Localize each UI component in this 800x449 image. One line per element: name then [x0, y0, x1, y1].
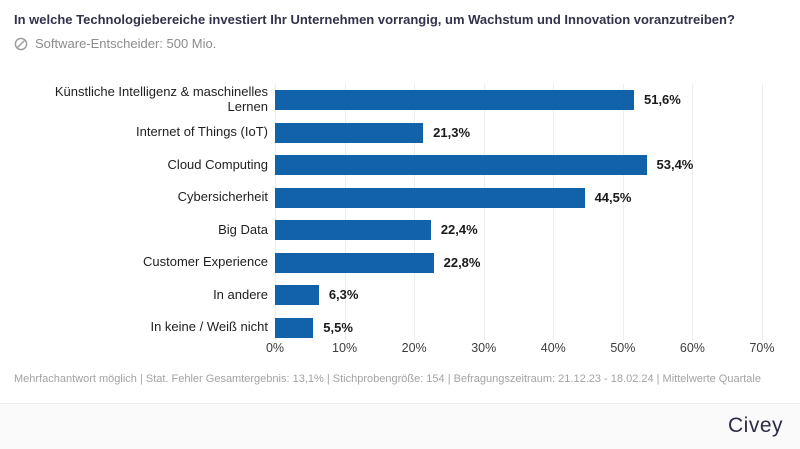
- bar: [275, 90, 634, 110]
- grid-line: [622, 84, 624, 340]
- bar: [275, 220, 431, 240]
- bar: [275, 317, 314, 338]
- bar-row: Internet of Things (IoT) 21,3%: [0, 117, 800, 149]
- x-axis: 0% 10% 20% 30% 40% 50% 60% 70%: [266, 341, 775, 357]
- value-label: 21,3%: [433, 124, 471, 140]
- category-label: Künstliche Intelligenz & maschinelles Le…: [54, 84, 268, 114]
- x-tick-label: 50%: [610, 341, 636, 355]
- bar: [275, 155, 647, 175]
- x-tick-label: 70%: [749, 341, 775, 355]
- value-label: 5,5%: [323, 319, 353, 335]
- x-tick-label: 30%: [471, 341, 497, 355]
- brand-logo: Civey: [727, 414, 783, 437]
- grid-line: [553, 84, 555, 340]
- category-label: Internet of Things (IoT): [136, 124, 268, 140]
- grid-line: [414, 84, 416, 340]
- plot-area: [275, 84, 763, 340]
- x-tick-label: 10%: [332, 341, 358, 355]
- bar-row: Künstliche Intelligenz & maschinelles Le…: [0, 84, 800, 116]
- category-label: Customer Experience: [143, 254, 268, 270]
- bar-row: Big Data 22,4%: [0, 214, 800, 246]
- grid-line: [692, 84, 694, 340]
- bar-row: In keine / Weiß nicht 5,5%: [0, 312, 800, 344]
- category-label: In keine / Weiß nicht: [150, 319, 268, 335]
- x-tick-label: 20%: [401, 341, 427, 355]
- bar: [275, 187, 585, 208]
- value-label: 22,8%: [443, 254, 481, 270]
- category-label: Cloud Computing: [167, 156, 268, 172]
- value-label: 6,3%: [328, 287, 359, 302]
- grid-line: [344, 84, 346, 340]
- circle-slash-icon: [14, 37, 28, 51]
- value-label: 51,6%: [643, 92, 681, 107]
- grid-line: [275, 84, 276, 340]
- footer-strip: Civey: [0, 403, 800, 449]
- category-label: Cybersicherheit: [177, 189, 268, 205]
- bar-row: Cybersicherheit 44,5%: [0, 182, 800, 214]
- category-label: In andere: [213, 286, 268, 302]
- bar-row: Cloud Computing 53,4%: [0, 149, 800, 181]
- footnote: Mehrfachantwort möglich | Stat. Fehler G…: [14, 373, 761, 385]
- grid-line: [483, 84, 485, 340]
- bar-chart: Künstliche Intelligenz & maschinelles Le…: [0, 84, 800, 359]
- bar: [275, 285, 319, 305]
- page-title: In welche Technologiebereiche investiert…: [14, 12, 735, 27]
- grid-line: [762, 84, 763, 340]
- subtitle: Software-Entscheider: 500 Mio.: [14, 36, 216, 51]
- x-tick-label: 40%: [540, 341, 566, 355]
- value-label: 44,5%: [594, 189, 632, 205]
- bar: [275, 252, 434, 273]
- x-tick-label: 0%: [265, 341, 285, 355]
- bar: [275, 122, 424, 143]
- value-label: 22,4%: [440, 222, 478, 237]
- bar-row: Customer Experience 22,8%: [0, 247, 800, 279]
- value-label: 53,4%: [656, 157, 694, 172]
- bar-row: In andere 6,3%: [0, 279, 800, 311]
- category-label: Big Data: [218, 221, 268, 237]
- x-tick-label: 60%: [679, 341, 705, 355]
- subtitle-text: Software-Entscheider: 500 Mio.: [35, 36, 217, 51]
